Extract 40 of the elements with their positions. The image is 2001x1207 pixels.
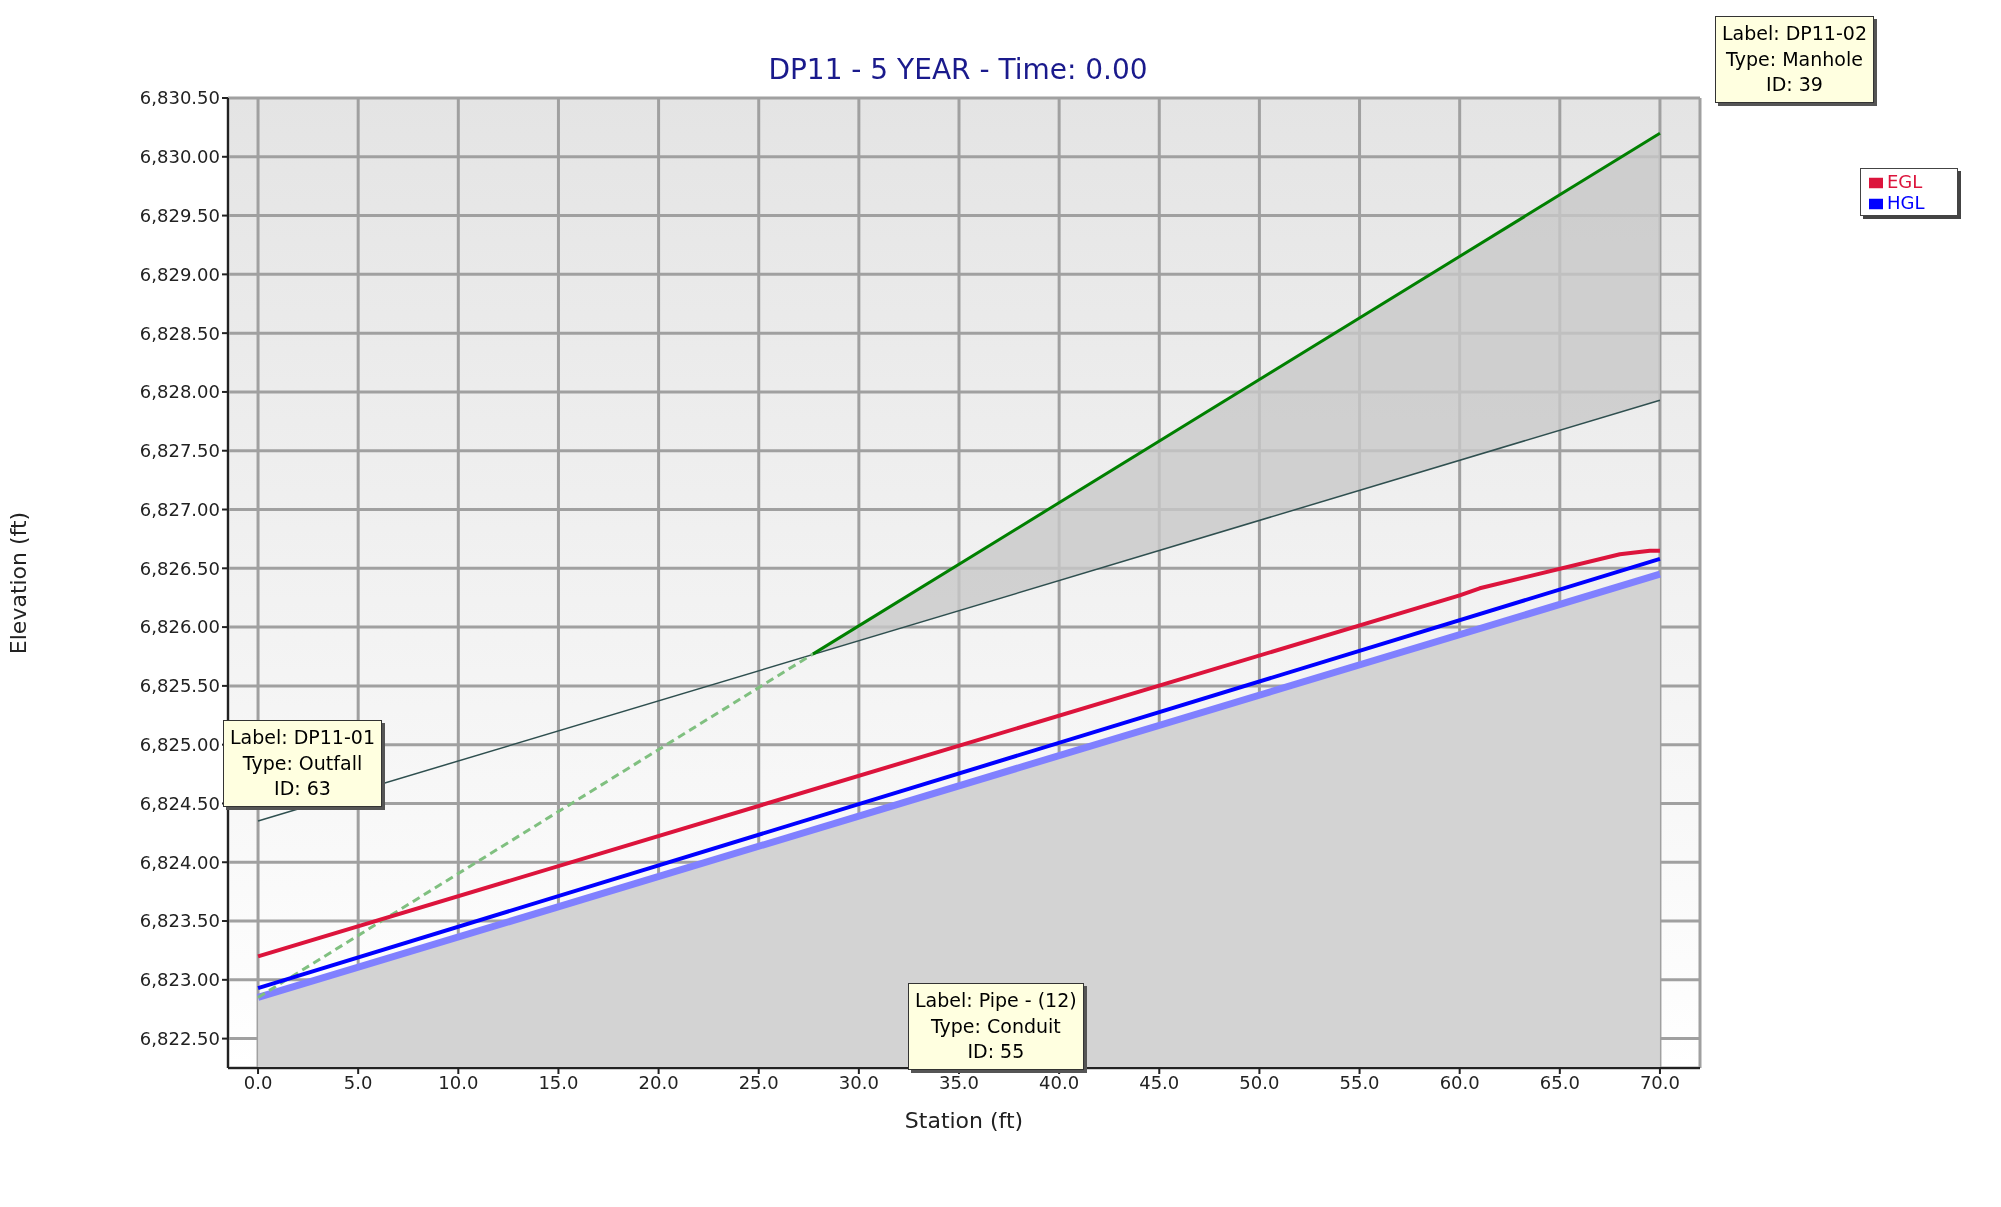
annotation: Label: Pipe - (12) Type: Conduit ID: 55 [908,983,1084,1070]
x-tick-label: 5.0 [343,1071,373,1093]
x-tick-label: 50.0 [1239,1071,1280,1093]
y-tick-label: 6,824.50 [139,792,220,814]
x-tick-label: 10.0 [438,1071,479,1093]
annotation: Label: DP11-01 Type: Outfall ID: 63 [223,720,382,807]
y-tick-label: 6,827.00 [139,498,220,520]
y-tick-label: 6,822.50 [139,1028,220,1049]
y-tick-label: 6,825.00 [139,734,220,756]
y-tick-label: 6,826.00 [139,616,220,638]
x-tick-label: 30.0 [838,1071,879,1093]
y-tick-label: 6,827.50 [139,440,220,462]
y-tick-label: 6,823.50 [139,910,220,932]
y-tick-label: 6,823.00 [139,969,220,991]
y-tick-label: 6,828.00 [139,381,220,403]
y-tick-label: 6,828.50 [139,322,220,344]
x-tick-label: 15.0 [538,1071,579,1093]
x-tick-label: 35.0 [938,1071,980,1093]
x-tick-label: 70.0 [1639,1071,1680,1093]
x-tick-label: 65.0 [1539,1071,1580,1093]
y-tick-label: 6,829.50 [139,204,220,226]
y-tick-label: 6,830.00 [139,146,220,168]
x-tick-label: 60.0 [1439,1071,1480,1093]
text: Label: DP11-02 Type: Manhole ID: 39 [1715,16,1874,103]
y-tick-label: 6,830.50 [139,87,220,109]
y-tick-label: 6,829.00 [139,263,220,285]
chart-title: DP11 - 5 YEAR - Time: 0.00 [768,53,1148,86]
y-tick-label: 6,824.00 [139,851,220,873]
legend-label: EGL [1887,171,1923,192]
x-tick-label: 0.0 [243,1071,273,1093]
y-axis-title: Elevation (ft) [5,511,31,655]
y-tick-label: 6,825.50 [139,675,220,697]
x-tick-label: 25.0 [738,1071,779,1093]
y-tick-label: 6,826.50 [139,557,220,579]
x-axis-title: Station (ft) [904,1108,1024,1133]
x-tick-label: 40.0 [1039,1071,1080,1093]
x-tick-label: 55.0 [1339,1071,1380,1093]
legend-label: HGL [1887,192,1925,213]
x-tick-label: 20.0 [638,1071,679,1093]
x-tick-label: 45.0 [1139,1071,1180,1093]
